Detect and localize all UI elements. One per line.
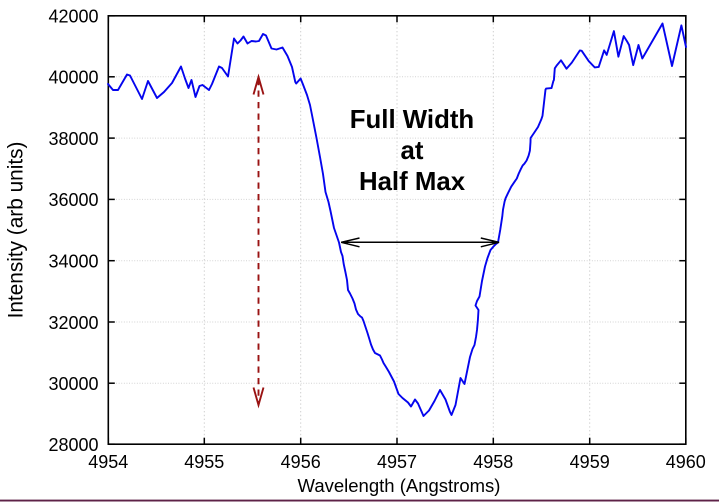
svg-text:28000: 28000 [48,435,98,455]
svg-text:34000: 34000 [48,252,98,272]
svg-text:Wavelength (Angstroms): Wavelength (Angstroms) [298,475,501,496]
svg-text:36000: 36000 [48,190,98,210]
svg-text:at: at [401,137,424,165]
svg-text:40000: 40000 [48,68,98,88]
svg-text:38000: 38000 [48,129,98,149]
svg-text:Half Max: Half Max [359,168,466,196]
svg-text:Intensity (arb units): Intensity (arb units) [5,142,28,319]
svg-text:Full Width: Full Width [350,106,474,134]
svg-text:4959: 4959 [570,452,610,472]
svg-text:4958: 4958 [473,452,513,472]
svg-text:4957: 4957 [377,452,417,472]
svg-text:4955: 4955 [184,452,224,472]
svg-text:4954: 4954 [88,452,128,472]
svg-text:4960: 4960 [666,452,706,472]
svg-text:42000: 42000 [48,7,98,27]
svg-text:4956: 4956 [281,452,321,472]
svg-text:32000: 32000 [48,313,98,333]
svg-text:30000: 30000 [48,374,98,394]
